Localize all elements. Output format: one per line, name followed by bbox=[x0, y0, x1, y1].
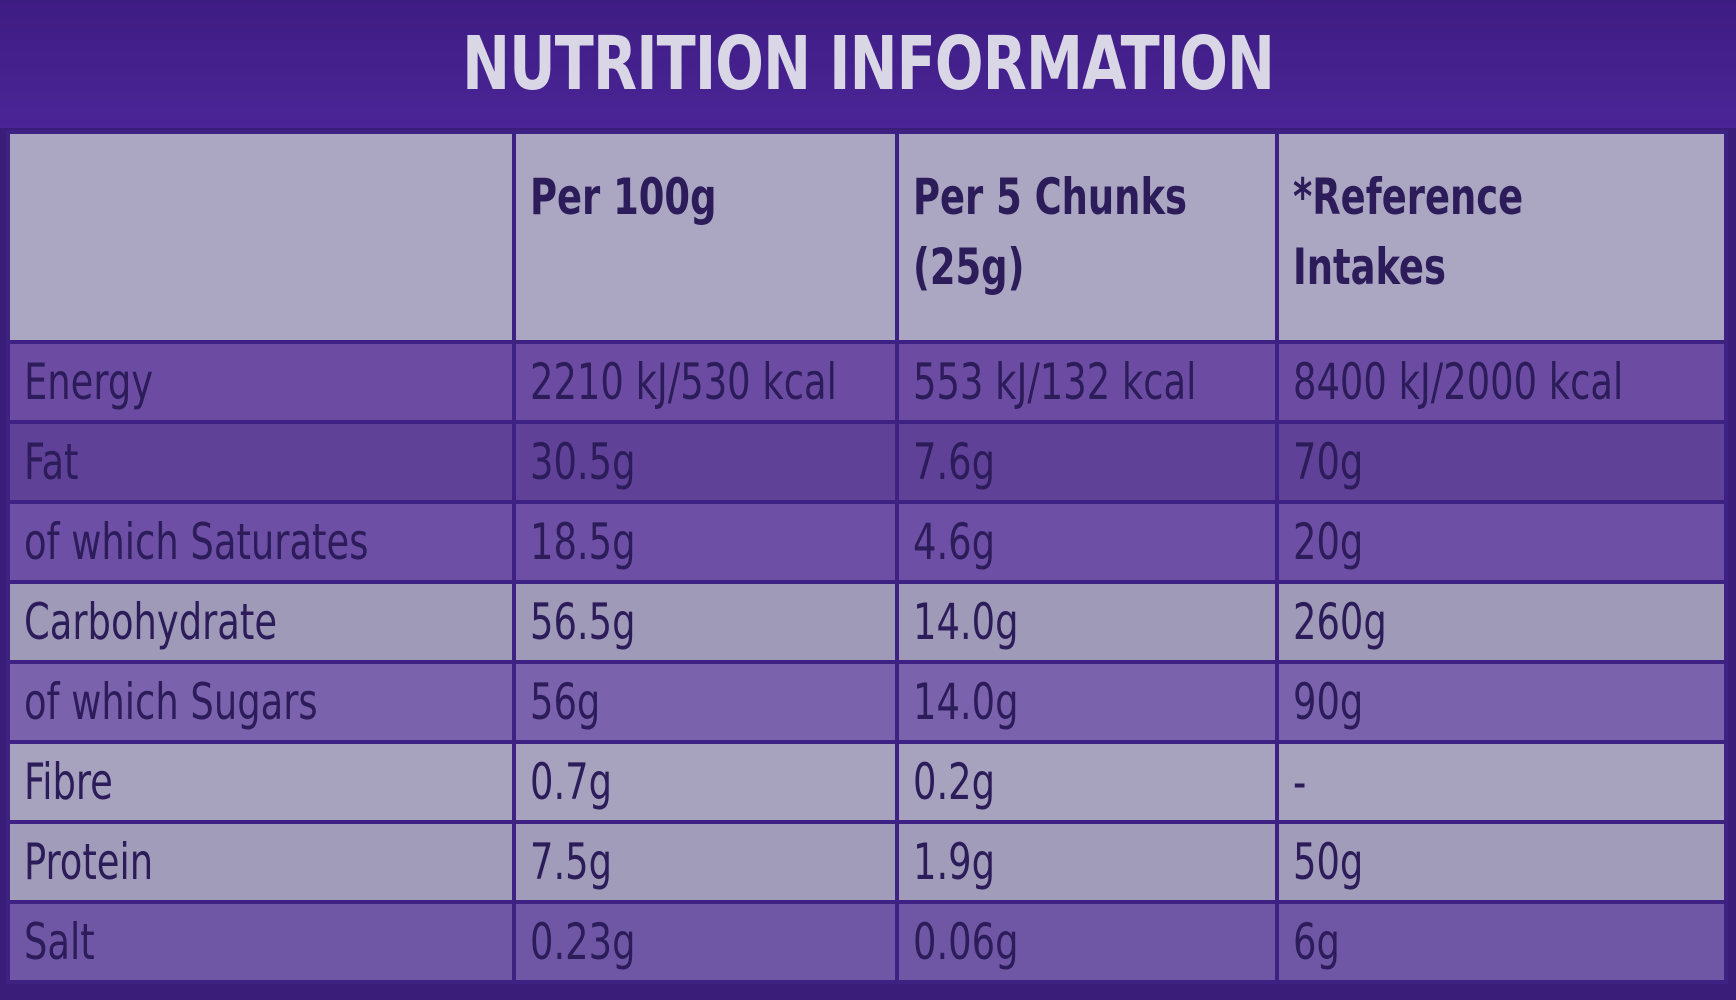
cell-nutrient: of which Saturates bbox=[6, 500, 516, 584]
table-row: Carbohydrate 56.5g 14.0g 260g bbox=[6, 580, 1728, 664]
cell-per-serving: 7.6g bbox=[895, 420, 1279, 504]
header-reference-intakes: *Reference Intakes bbox=[1275, 130, 1728, 344]
cell-reference-intake: 6g bbox=[1275, 900, 1728, 984]
cell-nutrient: Salt bbox=[6, 900, 516, 984]
cell-per-serving: 14.0g bbox=[895, 660, 1279, 744]
cell-per-100g: 7.5g bbox=[512, 820, 899, 904]
cell-per-100g: 30.5g bbox=[512, 420, 899, 504]
cell-reference-intake: 50g bbox=[1275, 820, 1728, 904]
table-row: Protein 7.5g 1.9g 50g bbox=[6, 820, 1728, 904]
cell-per-serving: 4.6g bbox=[895, 500, 1279, 584]
cell-reference-intake: 260g bbox=[1275, 580, 1728, 664]
table-row: of which Saturates 18.5g 4.6g 20g bbox=[6, 500, 1728, 584]
title-band: NUTRITION INFORMATION bbox=[0, 0, 1736, 128]
cell-per-serving: 0.2g bbox=[895, 740, 1279, 824]
cell-per-100g: 0.7g bbox=[512, 740, 899, 824]
cell-nutrient: Protein bbox=[6, 820, 516, 904]
cell-reference-intake: 8400 kJ/2000 kcal bbox=[1275, 340, 1728, 424]
cell-per-100g: 0.23g bbox=[512, 900, 899, 984]
cell-nutrient: Energy bbox=[6, 340, 516, 424]
cell-per-serving: 1.9g bbox=[895, 820, 1279, 904]
cell-nutrient: Fibre bbox=[6, 740, 516, 824]
cell-nutrient: Fat bbox=[6, 420, 516, 504]
table-row: Energy 2210 kJ/530 kcal 553 kJ/132 kcal 840… bbox=[6, 340, 1728, 424]
cell-per-serving: 14.0g bbox=[895, 580, 1279, 664]
header-empty bbox=[6, 130, 516, 344]
table-row: Fat 30.5g 7.6g 70g bbox=[6, 420, 1728, 504]
cell-reference-intake: 70g bbox=[1275, 420, 1728, 504]
cell-per-100g: 56g bbox=[512, 660, 899, 744]
cell-per-serving: 0.06g bbox=[895, 900, 1279, 984]
cell-reference-intake: 90g bbox=[1275, 660, 1728, 744]
cell-reference-intake: - bbox=[1275, 740, 1728, 824]
header-per-serving: Per 5 Chunks (25g) bbox=[895, 130, 1279, 344]
cell-nutrient: Carbohydrate bbox=[6, 580, 516, 664]
cell-per-serving: 553 kJ/132 kcal bbox=[895, 340, 1279, 424]
nutrition-table: Per 100g Per 5 Chunks (25g) *Reference I… bbox=[6, 130, 1728, 984]
cell-per-100g: 2210 kJ/530 kcal bbox=[512, 340, 899, 424]
title: NUTRITION INFORMATION bbox=[461, 21, 1275, 107]
cell-nutrient: of which Sugars bbox=[6, 660, 516, 744]
cell-reference-intake: 20g bbox=[1275, 500, 1728, 584]
table-row: Fibre 0.7g 0.2g - bbox=[6, 740, 1728, 824]
table-row: of which Sugars 56g 14.0g 90g bbox=[6, 660, 1728, 744]
table-row: Salt 0.23g 0.06g 6g bbox=[6, 900, 1728, 984]
cell-per-100g: 56.5g bbox=[512, 580, 899, 664]
header-row: Per 100g Per 5 Chunks (25g) *Reference I… bbox=[6, 130, 1728, 344]
cell-per-100g: 18.5g bbox=[512, 500, 899, 584]
header-per-100g: Per 100g bbox=[512, 130, 899, 344]
